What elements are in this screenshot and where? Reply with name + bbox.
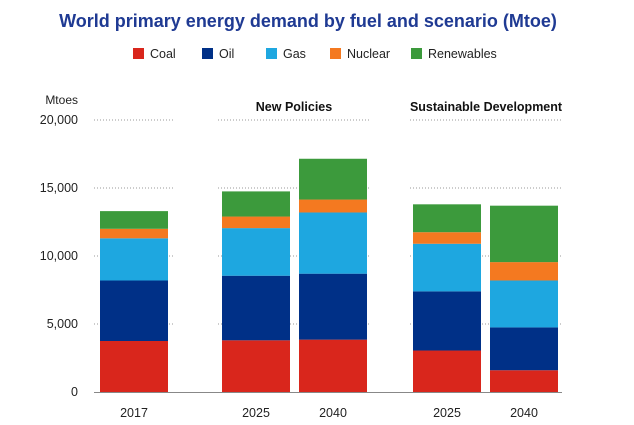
bar-segment-oil (413, 291, 481, 351)
chart-title: World primary energy demand by fuel and … (59, 11, 557, 31)
bar-segment-coal (490, 370, 558, 392)
x-tick-label: 2025 (242, 406, 270, 420)
y-tick-label: 20,000 (40, 113, 78, 127)
bar-segment-gas (413, 243, 481, 292)
bar-segment-gas (490, 280, 558, 328)
bar-stack-2040 (299, 158, 367, 392)
x-tick-label: 2017 (120, 406, 148, 420)
legend-item-coal: Coal (133, 47, 176, 61)
group-label: Sustainable Development (410, 100, 563, 114)
y-tick-labels: 0 5,000 10,000 15,000 20,000 (40, 113, 78, 399)
bar-segment-oil (222, 275, 290, 341)
bar-segment-oil (299, 273, 367, 340)
bar-stack-2025 (222, 191, 290, 392)
bar-segment-coal (299, 339, 367, 392)
bar-segment-renewables (413, 204, 481, 233)
legend-swatch (133, 48, 144, 59)
bar-segment-oil (100, 280, 168, 341)
y-tick-label: 10,000 (40, 249, 78, 263)
bar-stack-2025 (413, 204, 481, 392)
legend-item-oil: Oil (202, 47, 234, 61)
y-tick-label: 5,000 (47, 317, 78, 331)
bar-segment-renewables (299, 158, 367, 200)
bar-segment-renewables (100, 211, 168, 229)
bar-segment-renewables (490, 205, 558, 263)
legend-label: Renewables (428, 47, 497, 61)
y-axis-label: Mtoes (45, 93, 78, 107)
bar-stack-2040 (490, 205, 558, 392)
bar-segment-coal (222, 340, 290, 392)
bar-segment-nuclear (490, 262, 558, 281)
bar-segment-gas (299, 212, 367, 274)
x-tick-label: 2025 (433, 406, 461, 420)
group-labels: New Policies Sustainable Development (256, 100, 563, 114)
bar-segment-nuclear (100, 228, 168, 239)
legend-label: Gas (283, 47, 306, 61)
group-label: New Policies (256, 100, 332, 114)
x-tick-label: 2040 (319, 406, 347, 420)
bars (100, 158, 558, 392)
legend-swatch (266, 48, 277, 59)
legend-label: Oil (219, 47, 234, 61)
category-labels: 2017 2025 2040 2025 2040 (120, 406, 538, 420)
legend-label: Nuclear (347, 47, 390, 61)
bar-segment-gas (100, 238, 168, 281)
legend-item-gas: Gas (266, 47, 306, 61)
legend: Coal Oil Gas Nuclear Renewables (133, 47, 497, 61)
bar-segment-gas (222, 228, 290, 276)
legend-swatch (330, 48, 341, 59)
bar-stack-2017 (100, 211, 168, 392)
bar-segment-nuclear (222, 216, 290, 229)
y-tick-label: 0 (71, 385, 78, 399)
legend-swatch (411, 48, 422, 59)
legend-label: Coal (150, 47, 176, 61)
x-tick-label: 2040 (510, 406, 538, 420)
bar-segment-coal (413, 350, 481, 392)
bar-segment-nuclear (413, 232, 481, 244)
bar-segment-renewables (222, 191, 290, 217)
legend-item-renewables: Renewables (411, 47, 497, 61)
legend-swatch (202, 48, 213, 59)
bar-segment-nuclear (299, 199, 367, 213)
legend-item-nuclear: Nuclear (330, 47, 390, 61)
y-tick-label: 15,000 (40, 181, 78, 195)
bar-segment-coal (100, 341, 168, 392)
bar-segment-oil (490, 327, 558, 371)
